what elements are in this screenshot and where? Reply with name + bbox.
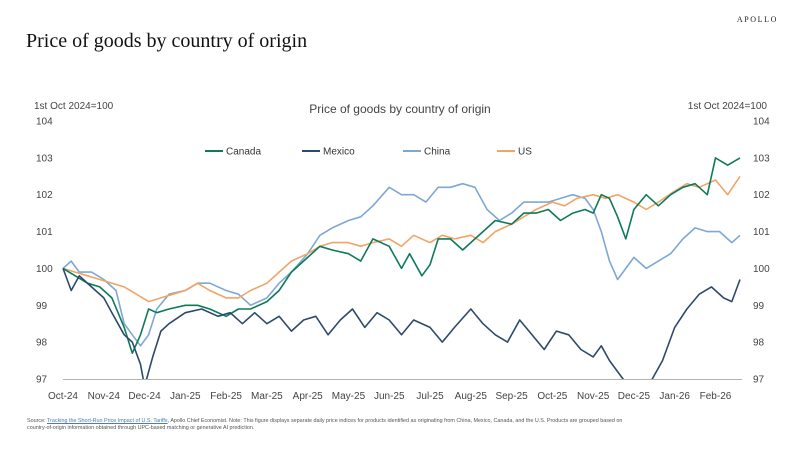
y-tick-right-102: 102: [753, 190, 770, 201]
x-tick-Jan-26: Jan-26: [659, 391, 690, 402]
x-tick-Dec-24: Dec-24: [128, 391, 161, 402]
x-tick-Oct-24: Oct-24: [48, 391, 78, 402]
chart-title: Price of goods by country of origin: [309, 102, 491, 116]
legend-label-us: US: [518, 147, 532, 158]
x-tick-Dec-25: Dec-25: [618, 391, 651, 402]
series-line-us: [62, 175, 741, 303]
y-tick-right-98: 98: [753, 338, 765, 349]
x-tick-Jan-25: Jan-25: [170, 391, 201, 402]
legend-label-mexico: Mexico: [323, 147, 355, 158]
y-tick-right-99: 99: [753, 301, 765, 312]
footnote: Source: Tracking the Short-Run Price Imp…: [27, 418, 627, 432]
y-tick-left-101: 101: [36, 227, 53, 238]
series-line-china: [62, 182, 741, 347]
source-link[interactable]: Tracking the Short-Run Price Impact of U…: [46, 418, 168, 424]
brand-logo: APOLLO: [736, 15, 778, 24]
x-tick-Apr-25: Apr-25: [293, 391, 323, 402]
y-tick-left-102: 102: [36, 190, 53, 201]
footnote-text: , Apollo Chief Economist. Note: This fig…: [27, 418, 623, 431]
legend-label-china: China: [424, 147, 451, 158]
x-tick-Nov-24: Nov-24: [88, 391, 121, 402]
x-tick-Feb-26: Feb-26: [700, 391, 732, 402]
footnote-prefix: Source:: [27, 418, 47, 424]
y-tick-left-99: 99: [36, 301, 48, 312]
x-tick-Sep-25: Sep-25: [495, 391, 528, 402]
y-tick-right-97: 97: [753, 375, 765, 386]
y-tick-right-103: 103: [753, 153, 770, 164]
series-line-mexico: [62, 268, 741, 379]
y-tick-left-103: 103: [36, 153, 53, 164]
page-title: Price of goods by country of origin: [26, 30, 308, 52]
y-tick-left-98: 98: [36, 338, 48, 349]
left-axis-note: 1st Oct 2024=100: [34, 101, 114, 112]
x-tick-Nov-25: Nov-25: [577, 391, 610, 402]
y-tick-right-104: 104: [753, 117, 770, 128]
legend-label-canada: Canada: [226, 147, 261, 158]
right-axis-note: 1st Oct 2024=100: [687, 101, 767, 112]
y-tick-right-101: 101: [753, 227, 770, 238]
y-tick-left-97: 97: [36, 375, 48, 386]
x-tick-Aug-25: Aug-25: [455, 391, 488, 402]
y-tick-left-104: 104: [36, 117, 53, 128]
x-tick-May-25: May-25: [332, 391, 366, 402]
x-tick-Jun-25: Jun-25: [374, 391, 405, 402]
y-tick-right-100: 100: [753, 264, 770, 275]
x-tick-Feb-25: Feb-25: [210, 391, 242, 402]
series-line-canada: [62, 157, 741, 355]
x-tick-Jul-25: Jul-25: [416, 391, 444, 402]
x-tick-Oct-25: Oct-25: [537, 391, 567, 402]
x-tick-Mar-25: Mar-25: [251, 391, 283, 402]
y-tick-left-100: 100: [36, 264, 53, 275]
